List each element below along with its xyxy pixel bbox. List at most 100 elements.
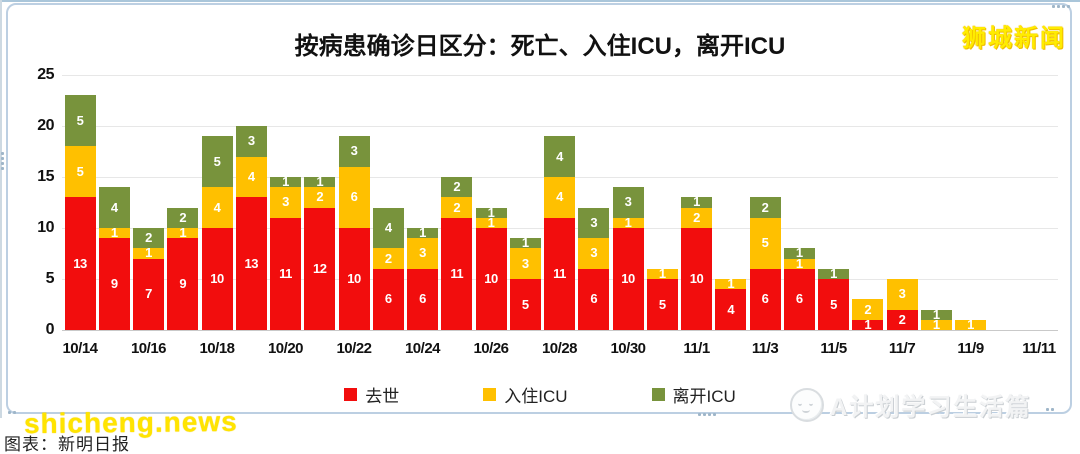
bar-data-label: 1 <box>830 265 837 281</box>
bar-data-label: 2 <box>316 189 324 205</box>
bar-data-label: 5 <box>76 163 84 179</box>
bar-segment-入住ICU-11/9: 1 <box>955 318 986 331</box>
y-axis-tick-label: 15 <box>37 168 54 185</box>
x-axis-tick-label: 11/1 <box>683 340 710 357</box>
bar-data-label: 2 <box>864 301 872 317</box>
x-axis-tick-label: 11/9 <box>957 340 984 357</box>
bar-segment-去世-10/16: 7 <box>133 258 164 330</box>
bar-data-label: 11 <box>450 265 464 281</box>
bar-data-label: 5 <box>761 235 769 251</box>
y-axis-tick-label: 0 <box>45 321 55 338</box>
bar-segment-入住ICU-10/14: 5 <box>64 146 96 198</box>
bar-segment-离开ICU-11/3: 2 <box>749 197 781 218</box>
x-axis-tick-label: 10/24 <box>404 340 441 357</box>
legend-marker-icon <box>344 388 358 401</box>
selection-handle-bottom-right <box>1046 408 1054 411</box>
bar-data-label: 13 <box>244 255 259 271</box>
bar-segment-入住ICU-11/8: 1 <box>920 318 952 331</box>
bar-segment-去世-10/21: 12 <box>304 207 336 330</box>
window-top-edge <box>0 0 1080 2</box>
bar-data-label: 1 <box>179 225 187 241</box>
bar-data-label: 10 <box>210 271 224 286</box>
bar-data-label: 2 <box>761 199 769 215</box>
bar-data-label: 3 <box>282 194 289 210</box>
bar-data-label: 4 <box>247 168 255 184</box>
bar-data-label: 3 <box>590 245 598 261</box>
bar-data-label: 2 <box>453 199 461 215</box>
bar-data-label: 3 <box>350 143 358 159</box>
chart-legend: 去世 入住ICU 离开ICU <box>0 382 1080 407</box>
bar-segment-入住ICU-10/24: 3 <box>407 238 438 269</box>
bar-data-label: 1 <box>110 225 118 241</box>
bar-segment-离开ICU-11/8: 1 <box>920 306 952 322</box>
bar-segment-离开ICU-10/25: 2 <box>441 177 473 198</box>
bar-data-label: 2 <box>453 179 461 195</box>
bar-segment-入住ICU-10/16: 1 <box>133 245 164 261</box>
legend-marker-icon <box>651 388 665 401</box>
bar-data-label: 10 <box>621 271 635 286</box>
legend-label: 入住ICU <box>504 387 568 406</box>
bar-data-label: 1 <box>145 245 152 261</box>
bar-data-label: 1 <box>419 225 426 241</box>
bar-segment-离开ICU-10/19: 3 <box>235 126 267 157</box>
bar-segment-去世-10/31: 5 <box>646 279 678 330</box>
watermark-shicheng-logo: 狮城新闻 <box>962 25 1066 52</box>
watermark-aplan: A计划学习生活篇 <box>790 387 1031 422</box>
bar-data-label: 5 <box>213 153 221 169</box>
bar-segment-去世-10/27: 5 <box>509 279 541 330</box>
bar-segment-入住ICU-10/15: 1 <box>98 225 130 241</box>
y-axis-tick-label: 20 <box>37 117 54 134</box>
x-axis-tick-label: 10/18 <box>199 340 235 357</box>
bar-data-label: 4 <box>556 148 563 164</box>
bar-data-label: 11 <box>553 265 566 281</box>
gridline-y-20 <box>62 125 1058 127</box>
bar-data-label: 3 <box>590 214 598 230</box>
chart-title: 按病患确诊日区分：死亡、入住ICU，离开ICU <box>294 33 786 60</box>
legend-label: 离开ICU <box>672 387 736 406</box>
bar-segment-入住ICU-10/28: 4 <box>544 177 575 218</box>
bar-data-label: 1 <box>795 255 803 271</box>
aplan-face-icon <box>790 387 824 422</box>
legend-marker-icon <box>483 388 497 401</box>
bar-data-label: 4 <box>384 219 392 235</box>
bar-segment-入住ICU-10/30: 1 <box>612 214 644 230</box>
bar-segment-离开ICU-10/24: 1 <box>407 225 438 241</box>
bar-data-label: 2 <box>179 209 187 225</box>
bar-data-label: 1 <box>624 214 632 230</box>
selection-handle-mid-left <box>1 152 4 170</box>
x-axis-line <box>62 330 1058 331</box>
bar-segment-入住ICU-10/27: 3 <box>509 248 541 279</box>
bar-segment-入住ICU-11/3: 5 <box>749 217 781 269</box>
bar-segment-入住ICU-10/26: 1 <box>475 216 507 229</box>
bar-data-label: 2 <box>693 209 700 225</box>
bar-data-label: 5 <box>76 112 84 128</box>
x-axis-tick-label: 11/11 <box>1022 340 1056 357</box>
bar-segment-离开ICU-10/16: 2 <box>133 228 164 249</box>
x-axis-tick-label: 11/7 <box>888 340 916 357</box>
bar-data-label: 13 <box>73 255 87 271</box>
selection-handle-bottom-left <box>8 411 16 414</box>
legend-item-入住ICU: 入住ICU <box>483 382 568 407</box>
bar-data-label: 1 <box>864 316 872 332</box>
bar-segment-去世-11/5: 5 <box>818 279 849 330</box>
bar-data-label: 5 <box>521 296 529 312</box>
bar-data-label: 1 <box>932 306 940 322</box>
bar-segment-入住ICU-11/2: 1 <box>715 277 747 290</box>
bar-data-label: 1 <box>658 265 666 281</box>
x-axis-tick-label: 11/3 <box>751 340 779 357</box>
bar-data-label: 1 <box>693 194 700 210</box>
y-axis-tick-label: 5 <box>45 270 55 287</box>
bar-data-label: 3 <box>624 194 632 210</box>
plot-area: 0 5 10 15 20 25 13 5 5 10/14 9 1 4 7 1 2 10/16 9 1 2 10 4 5 10/… <box>37 66 1058 357</box>
bar-data-label: 6 <box>419 291 426 307</box>
bar-data-label: 9 <box>110 276 118 292</box>
bar-segment-去世-10/15: 9 <box>98 238 130 330</box>
bar-data-label: 2 <box>898 311 906 327</box>
bar-data-label: 10 <box>347 271 361 286</box>
bar-segment-入住ICU-10/25: 2 <box>441 197 473 218</box>
window-left-edge <box>0 0 2 418</box>
bar-data-label: 4 <box>110 199 118 215</box>
bar-segment-离开ICU-10/23: 4 <box>372 207 404 249</box>
bar-data-label: 10 <box>689 271 704 286</box>
x-axis-tick-label: 10/20 <box>267 340 304 357</box>
